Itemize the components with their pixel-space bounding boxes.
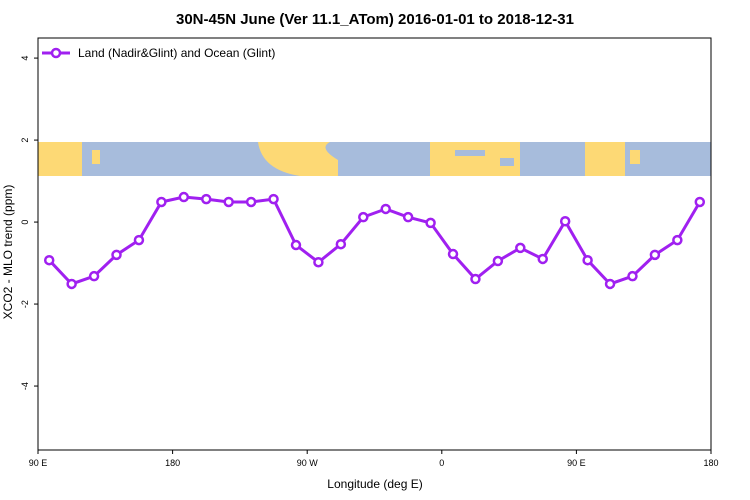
data-point <box>290 239 302 251</box>
y-tick-label: 2 <box>20 138 30 143</box>
x-tick-label: 90 E <box>29 458 48 468</box>
data-line <box>48 195 702 286</box>
data-point <box>133 234 145 246</box>
x-axis-label: Longitude (deg E) <box>327 477 422 491</box>
data-point <box>178 191 190 203</box>
chart-title: 30N-45N June (Ver 11.1_ATom) 2016-01-01 … <box>176 11 574 28</box>
x-tick-label: 0 <box>439 458 444 468</box>
y-tick-label: 0 <box>20 220 30 225</box>
data-point <box>627 270 638 282</box>
y-tick-label: 4 <box>20 56 30 61</box>
data-point <box>223 196 234 208</box>
x-tick-label: 90 E <box>567 458 586 468</box>
data-point <box>425 217 436 229</box>
data-point <box>492 255 504 267</box>
x-tick-label: 90 W <box>297 458 319 468</box>
data-point <box>559 215 571 227</box>
map-strip <box>38 142 711 176</box>
data-point <box>43 254 55 266</box>
data-point <box>201 193 212 205</box>
data-point <box>604 278 616 290</box>
data-point <box>358 211 369 223</box>
data-point <box>313 256 324 268</box>
data-point <box>515 242 526 254</box>
data-point <box>335 238 347 250</box>
data-point <box>672 234 683 246</box>
data-point <box>537 253 548 265</box>
data-point <box>245 196 257 208</box>
data-point <box>66 278 77 290</box>
y-tick-label: -4 <box>20 382 30 390</box>
data-point <box>470 273 481 285</box>
y-axis-label: XCO2 - MLO trend (ppm) <box>1 185 15 320</box>
data-point <box>694 196 706 208</box>
data-point <box>111 249 122 261</box>
x-tick-label: 180 <box>703 458 718 468</box>
data-point <box>649 249 661 261</box>
plot-frame <box>37 37 712 451</box>
data-point <box>380 203 391 215</box>
data-point <box>582 254 593 266</box>
legend-label: Land (Nadir&Glint) and Ocean (Glint) <box>78 46 275 60</box>
x-tick-label: 180 <box>165 458 180 468</box>
data-point <box>447 248 459 260</box>
data-point <box>268 193 279 205</box>
data-point <box>156 196 167 208</box>
data-point <box>88 270 100 282</box>
legend-marker <box>50 47 62 59</box>
data-point <box>402 211 414 223</box>
y-tick-label: -2 <box>20 300 30 308</box>
